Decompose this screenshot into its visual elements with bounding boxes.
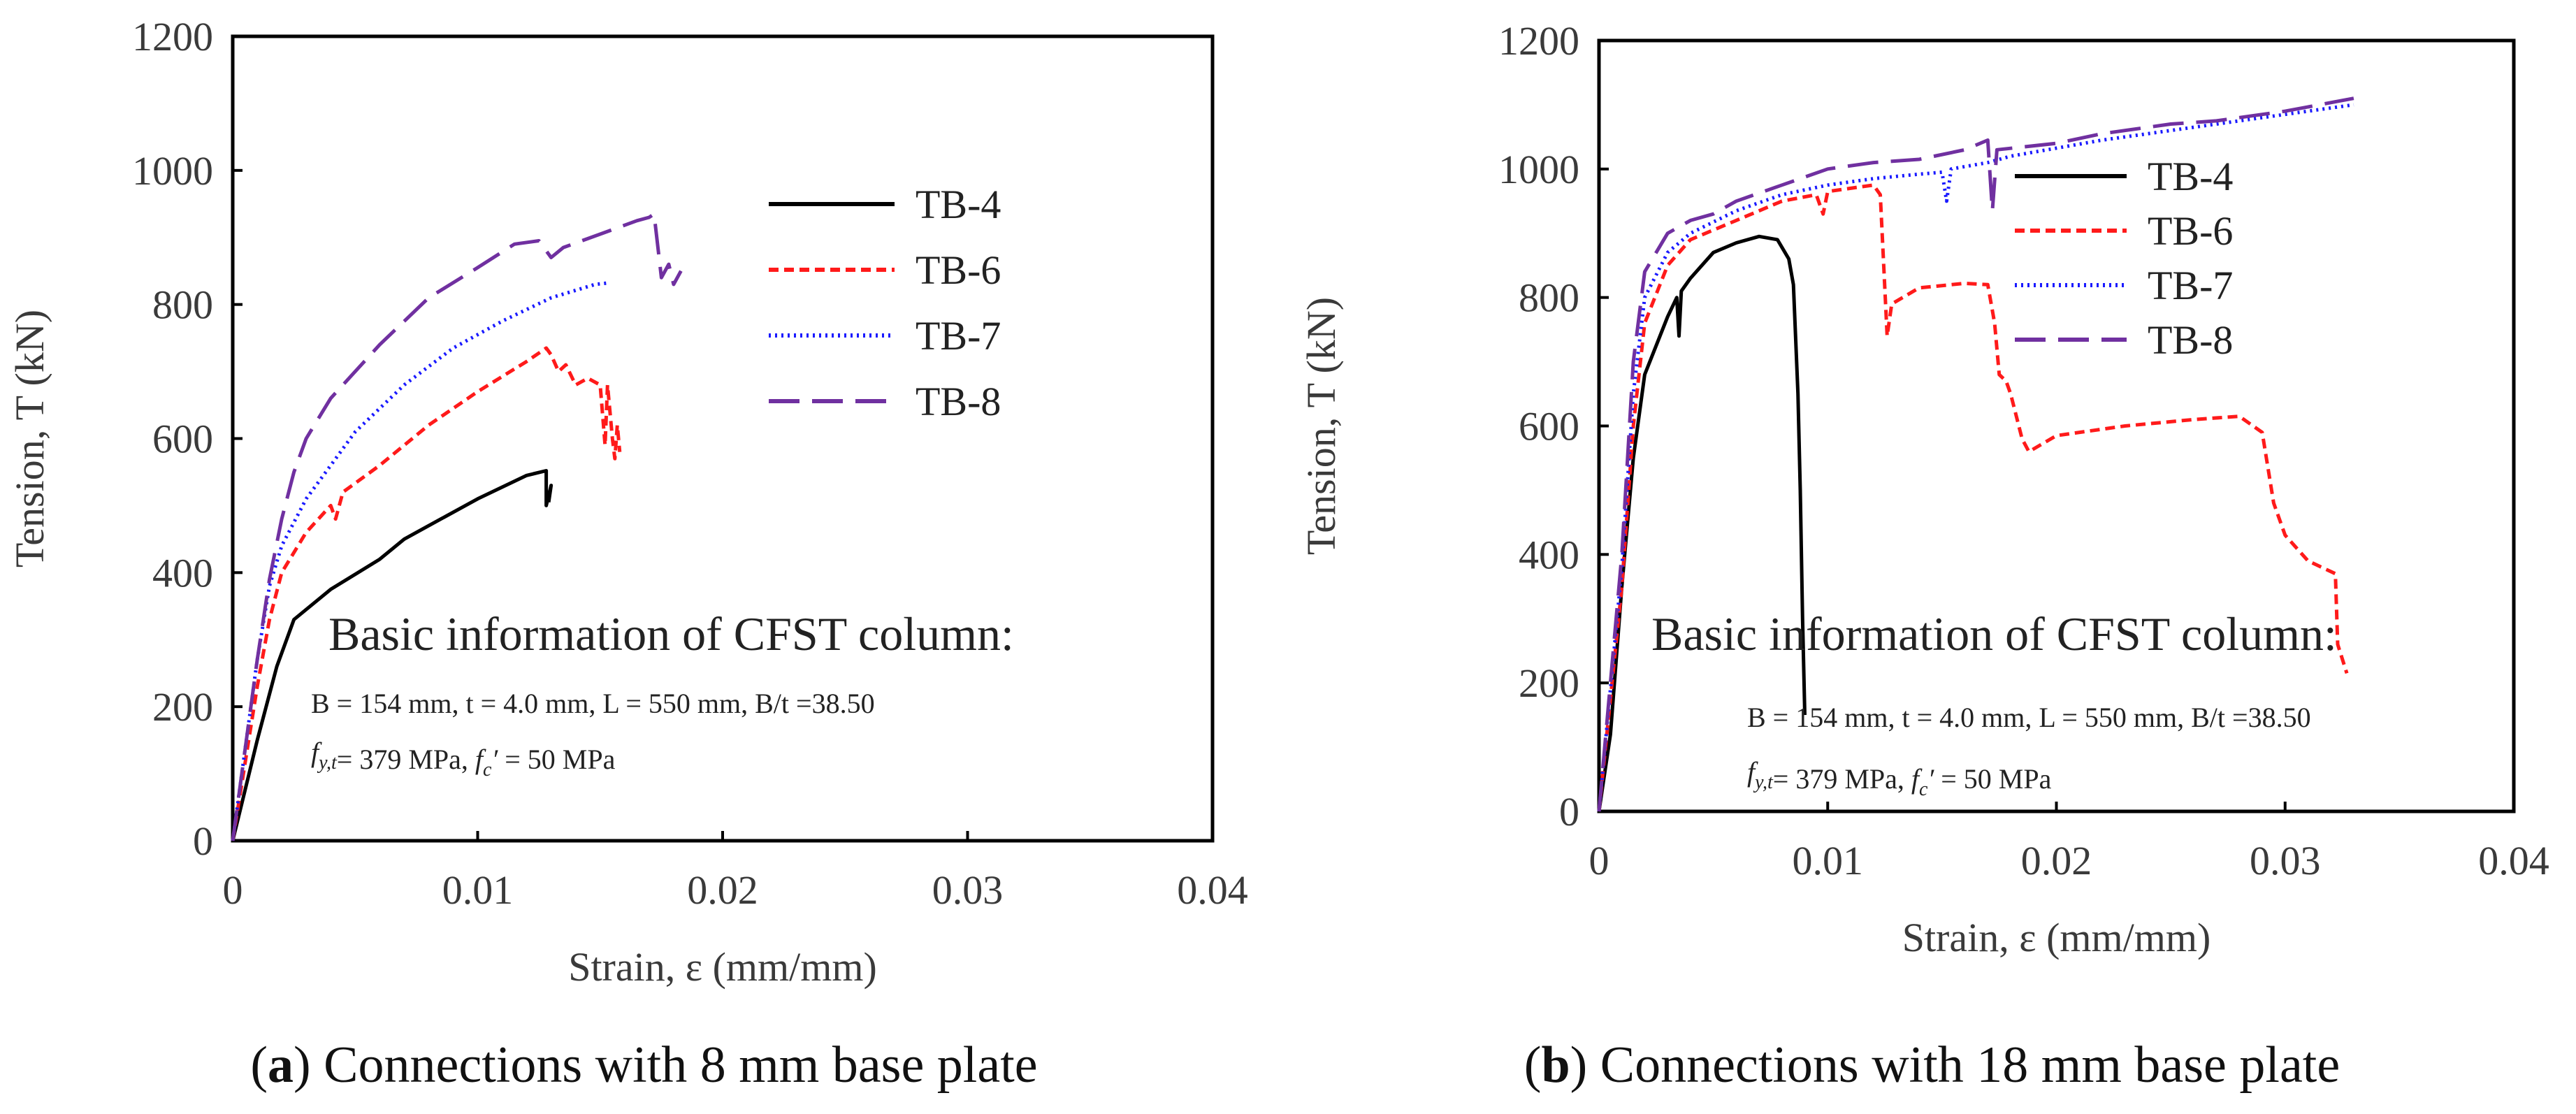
series-line-tb-8 (231, 212, 683, 841)
y-tick-label: 600 (1519, 404, 1579, 449)
legend-label-tb-6: TB-6 (916, 247, 1001, 293)
y-axis-title: Tension, T (kN) (1298, 297, 1344, 555)
caption-a-text: Connections with 8 mm base plate (324, 1036, 1038, 1094)
x-tick-label: 0.04 (2478, 838, 2549, 883)
legend-label-tb-7: TB-7 (916, 313, 1001, 359)
x-tick-label: 0.01 (1793, 838, 1864, 883)
chart-a: 0 200 400 600 800 1000 1200 0 0.01 0.02 0.03 0.04 St… (7, 14, 1248, 990)
y-tick-label: 200 (152, 684, 213, 730)
y-tick-label: 800 (152, 282, 213, 328)
caption-b: (b) Connections with 18 mm base plate (1524, 1036, 2340, 1094)
series-line-tb-8 (1597, 96, 2354, 812)
series-line-tb-4 (1597, 234, 1807, 812)
y-tick-label: 1000 (132, 148, 213, 194)
y-axis-title: Tension, T (kN) (7, 310, 52, 567)
x-tick-label: 0.02 (2021, 838, 2092, 883)
annotation-material: fy,t= 379 MPa, fc′ = 50 MPa (311, 737, 616, 781)
x-tick-label: 0.03 (932, 867, 1004, 913)
series-line-tb-6 (1597, 183, 2349, 812)
chart-b: 0 200 400 600 800 1000 1200 0 0.01 0.02 0.03 0.04 St… (1298, 18, 2549, 960)
legend-label-tb-8: TB-8 (916, 379, 1001, 424)
series-line-tb-6 (231, 346, 622, 841)
y-tick-label: 0 (1559, 789, 1579, 834)
caption-b-letter: b (1541, 1036, 1570, 1094)
legend-label-tb-4: TB-4 (2148, 154, 2233, 199)
y-tick-label: 400 (1519, 532, 1579, 577)
x-axis-title: Strain, ε (mm/mm) (1902, 915, 2211, 960)
legend-label-tb-8: TB-8 (2148, 317, 2233, 363)
caption-a-letter: a (268, 1036, 294, 1094)
y-tick-label: 400 (152, 550, 213, 595)
legend-label-tb-4: TB-4 (916, 182, 1001, 227)
y-tick-label: 0 (193, 818, 213, 864)
plot-frame-b (1597, 38, 2516, 813)
x-tick-label: 0.03 (2250, 838, 2321, 883)
y-tick-label: 1000 (1498, 147, 1579, 192)
series-line-tb-7 (231, 281, 608, 841)
annotation-title: Basic information of CFST column: (328, 607, 1014, 660)
y-tick-label: 600 (152, 417, 213, 462)
x-axis-title: Strain, ε (mm/mm) (568, 944, 877, 990)
chart-panel-a: 0 200 400 600 800 1000 1200 0 0.01 0.02 0.03 0.04 St… (7, 14, 1248, 1094)
y-tick-label: 200 (1519, 660, 1579, 706)
plot-frame-a (231, 34, 1215, 843)
series-line-tb-4 (231, 469, 553, 841)
caption-a: (a) Connections with 8 mm base plate (250, 1036, 1038, 1094)
annotation-title: Basic information of CFST column: (1651, 607, 2337, 660)
x-tick-label: 0.02 (687, 867, 758, 913)
series-line-tb-7 (1597, 103, 2354, 812)
y-tick-label: 1200 (1498, 18, 1579, 64)
legend-label-tb-6: TB-6 (2148, 208, 2233, 254)
x-tick-label: 0 (223, 867, 243, 913)
x-tick-label: 0.04 (1177, 867, 1248, 913)
legend-label-tb-7: TB-7 (2148, 263, 2233, 308)
chart-panel-b: 0 200 400 600 800 1000 1200 0 0.01 0.02 0.03 0.04 St… (1288, 0, 2576, 1114)
y-tick-label: 800 (1519, 275, 1579, 321)
x-tick-label: 0 (1589, 838, 1609, 883)
annotation-dimensions: B = 154 mm, t = 4.0 mm, L = 550 mm, B/t … (311, 688, 875, 719)
caption-b-text: Connections with 18 mm base plate (1600, 1036, 2340, 1094)
annotation-material: fy,t= 379 MPa, fc′ = 50 MPa (1747, 756, 2052, 800)
x-tick-label: 0.01 (442, 867, 514, 913)
annotation-dimensions: B = 154 mm, t = 4.0 mm, L = 550 mm, B/t … (1747, 702, 2311, 733)
y-tick-label: 1200 (132, 14, 213, 59)
